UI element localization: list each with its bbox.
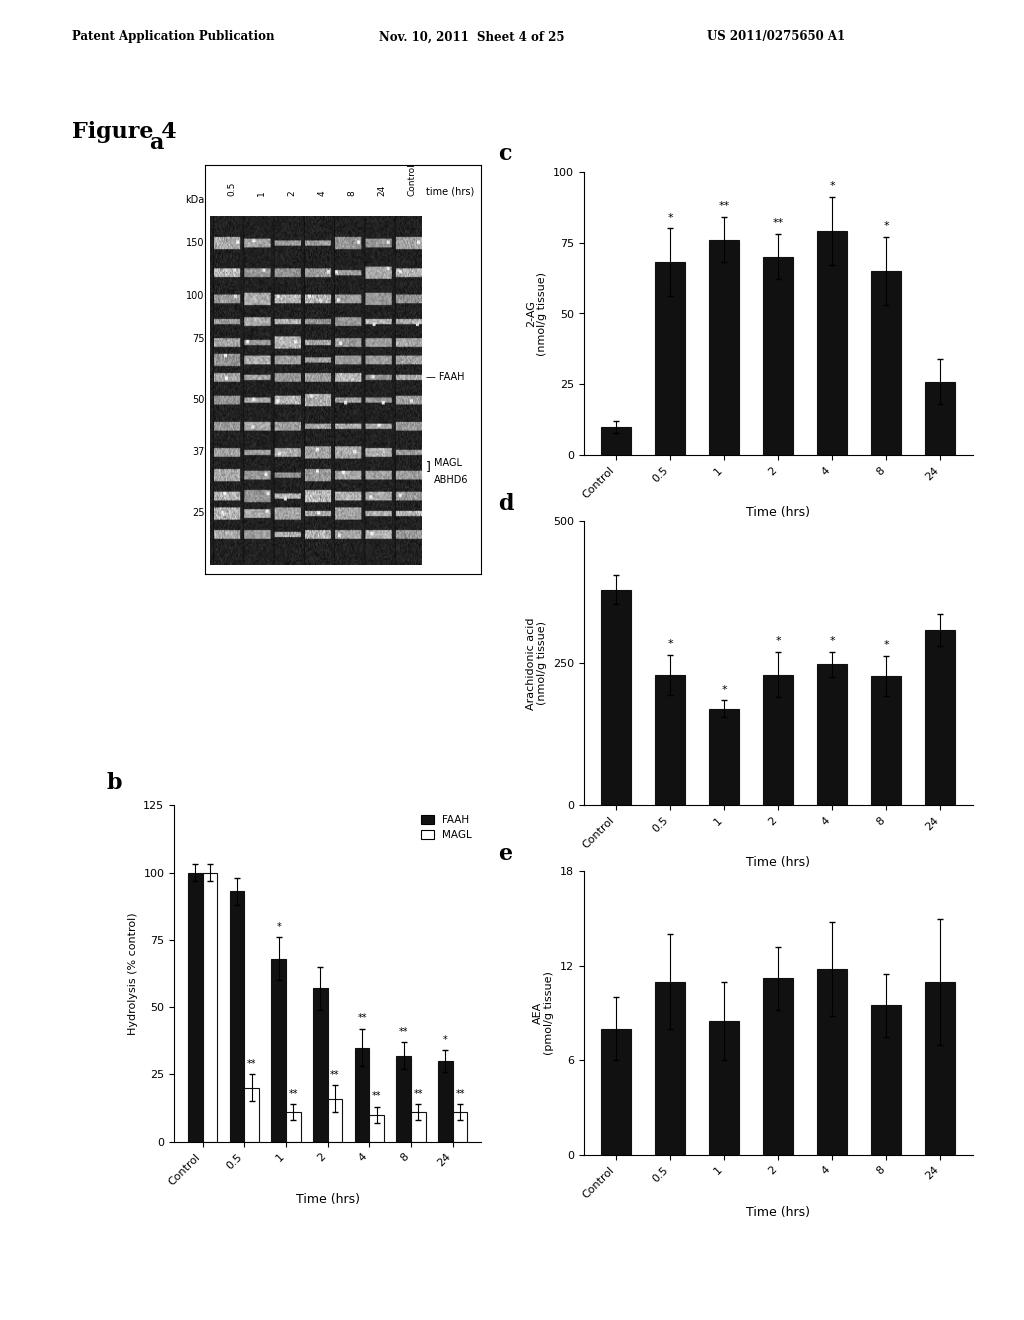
Text: 2: 2	[288, 190, 296, 197]
Text: 0.5: 0.5	[227, 182, 236, 197]
Text: *: *	[722, 685, 727, 694]
Text: 25: 25	[193, 508, 205, 519]
Text: **: **	[330, 1071, 340, 1080]
Bar	[926, 631, 955, 805]
Bar	[926, 381, 955, 455]
Text: 1: 1	[257, 190, 266, 197]
Y-axis label: Arachidonic acid
(nmol/g tissue): Arachidonic acid (nmol/g tissue)	[525, 616, 547, 710]
Text: **: **	[456, 1089, 465, 1098]
Text: 100: 100	[186, 290, 205, 301]
Text: *: *	[829, 636, 835, 647]
Text: US 2011/0275650 A1: US 2011/0275650 A1	[707, 30, 845, 44]
Bar	[203, 873, 217, 1142]
Bar	[601, 1028, 631, 1155]
Bar	[817, 969, 847, 1155]
Bar	[655, 263, 685, 455]
Text: **: **	[289, 1089, 298, 1098]
Legend: FAAH, MAGL: FAAH, MAGL	[417, 810, 476, 845]
Bar	[328, 1098, 342, 1142]
Bar	[188, 873, 203, 1142]
Text: *: *	[668, 639, 673, 649]
Bar	[245, 1088, 259, 1142]
Text: 50: 50	[193, 395, 205, 405]
Bar	[411, 1113, 426, 1142]
X-axis label: Time (hrs): Time (hrs)	[746, 855, 810, 869]
Text: 4: 4	[317, 190, 327, 197]
Text: kDa: kDa	[185, 195, 205, 205]
Text: b: b	[106, 771, 122, 793]
Bar	[271, 958, 286, 1142]
Text: *: *	[884, 222, 889, 231]
Text: d: d	[498, 492, 514, 515]
Text: **: **	[372, 1092, 381, 1101]
Text: a: a	[150, 132, 164, 154]
Text: Patent Application Publication: Patent Application Publication	[72, 30, 274, 44]
Bar	[926, 982, 955, 1155]
Text: 8: 8	[347, 190, 356, 197]
Text: ]: ]	[426, 459, 431, 473]
Text: e: e	[498, 843, 512, 865]
Text: Figure 4: Figure 4	[72, 121, 176, 144]
Text: ABHD6: ABHD6	[434, 475, 469, 486]
Text: *: *	[276, 921, 281, 932]
Bar	[710, 240, 739, 455]
X-axis label: Time (hrs): Time (hrs)	[746, 1205, 810, 1218]
Bar	[763, 675, 794, 805]
Bar	[817, 231, 847, 455]
Bar	[655, 675, 685, 805]
Bar	[370, 1115, 384, 1142]
Bar	[871, 676, 901, 805]
Y-axis label: Hydrolysis (% control): Hydrolysis (% control)	[128, 912, 137, 1035]
Text: **: **	[399, 1027, 409, 1036]
Bar	[396, 1056, 411, 1142]
Bar	[655, 982, 685, 1155]
Bar	[871, 271, 901, 455]
Text: **: **	[414, 1089, 423, 1098]
Text: **: **	[719, 202, 730, 211]
Bar	[453, 1113, 467, 1142]
Text: *: *	[829, 181, 835, 191]
Text: MAGL: MAGL	[434, 458, 462, 467]
Bar	[286, 1113, 301, 1142]
Bar	[229, 891, 245, 1142]
Text: **: **	[357, 1014, 367, 1023]
Bar	[601, 428, 631, 455]
Bar	[763, 978, 794, 1155]
Text: time (hrs): time (hrs)	[426, 186, 474, 197]
Bar	[710, 709, 739, 805]
Text: Nov. 10, 2011  Sheet 4 of 25: Nov. 10, 2011 Sheet 4 of 25	[379, 30, 564, 44]
Bar	[817, 664, 847, 805]
X-axis label: Time (hrs): Time (hrs)	[296, 1192, 359, 1205]
Bar	[763, 256, 794, 455]
Text: *: *	[884, 640, 889, 651]
Text: **: **	[247, 1059, 256, 1069]
Text: 37: 37	[193, 447, 205, 457]
Bar	[313, 989, 328, 1142]
Text: Control: Control	[408, 164, 417, 197]
Text: 150: 150	[186, 239, 205, 248]
Bar	[871, 1006, 901, 1155]
Y-axis label: AEA
(pmol/g tissue): AEA (pmol/g tissue)	[532, 972, 554, 1055]
X-axis label: Time (hrs): Time (hrs)	[746, 506, 810, 519]
Text: 75: 75	[193, 334, 205, 345]
Text: *: *	[443, 1035, 447, 1045]
Text: *: *	[775, 636, 781, 647]
Bar	[438, 1061, 453, 1142]
Text: *: *	[668, 213, 673, 223]
Bar	[710, 1020, 739, 1155]
Text: c: c	[498, 143, 512, 165]
Y-axis label: 2-AG
(nmol/g tissue): 2-AG (nmol/g tissue)	[525, 272, 548, 355]
Bar	[354, 1048, 370, 1142]
Text: 24: 24	[378, 185, 387, 197]
Bar	[601, 590, 631, 805]
Text: — FAAH: — FAAH	[426, 372, 465, 383]
Text: **: **	[773, 218, 783, 228]
